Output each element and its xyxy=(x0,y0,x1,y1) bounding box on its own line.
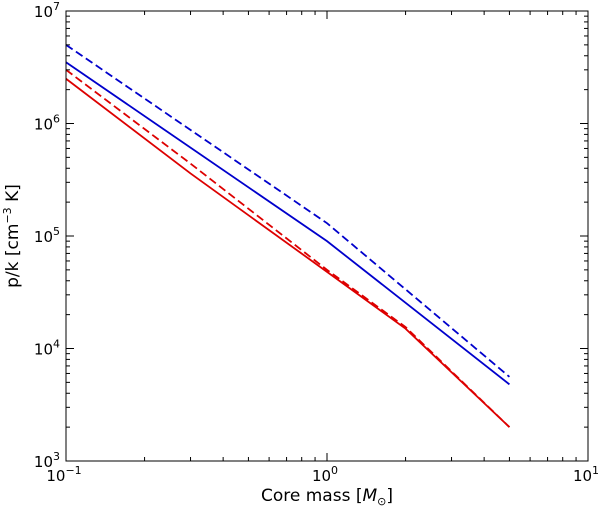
x-tick-label-1: 100 xyxy=(312,464,338,485)
x-tick-label-2: 101 xyxy=(573,464,599,485)
y-tick-label-0: 103 xyxy=(34,450,60,471)
series-line-1 xyxy=(65,44,511,378)
tick-labels: 10−1 100 101 103 104 105 106 107 xyxy=(34,0,599,485)
series-line-4 xyxy=(65,78,511,428)
series-line-2 xyxy=(65,61,510,386)
series-line-3 xyxy=(65,69,511,428)
y-tick-label-1: 104 xyxy=(34,338,60,359)
x-axis-label: Core mass [M⊙] xyxy=(261,486,393,508)
y-tick-label-3: 106 xyxy=(34,113,60,134)
y-tick-label-2: 105 xyxy=(34,225,60,246)
y-axis-label: p/k [cm−3 K] xyxy=(1,184,23,288)
ticks-group xyxy=(65,10,589,462)
x-tick-label-0: 10−1 xyxy=(46,464,81,485)
y-tick-label-4: 107 xyxy=(34,0,60,21)
plot-frame xyxy=(65,10,589,462)
series-group xyxy=(65,44,511,428)
